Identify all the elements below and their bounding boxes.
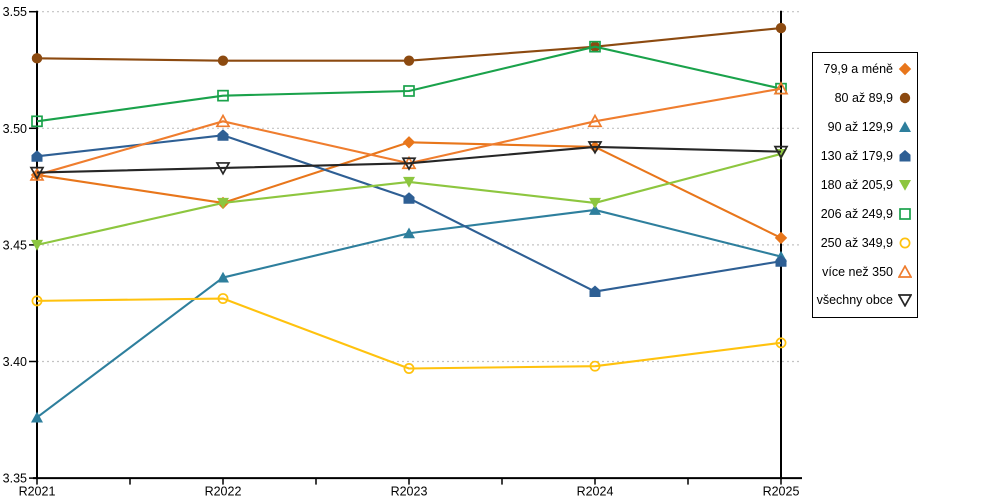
y-tick-label: 3.50 — [3, 122, 27, 136]
legend-marker-triangle-down-icon — [899, 179, 911, 191]
legend: 79,9 a méně 80 až 89,9 90 až 129,9 130 až 1… — [812, 52, 918, 318]
circle-marker-icon — [217, 55, 229, 66]
legend-item: 90 až 129,9 — [813, 113, 917, 141]
legend-label: 79,9 a méně — [823, 62, 894, 77]
legend-marker-circle-icon — [899, 237, 911, 249]
legend-marker-circle-icon — [899, 93, 911, 104]
series-line — [36, 45, 782, 123]
triangle-up-marker-icon — [403, 227, 415, 239]
circle-marker-icon — [589, 360, 601, 372]
legend-label: 130 až 179,9 — [820, 149, 893, 164]
pentagon-marker-icon — [589, 285, 601, 298]
circle-marker-icon — [217, 293, 229, 304]
x-tick-label: R2021 — [19, 485, 56, 499]
series-line — [36, 297, 782, 370]
diamond-marker-icon — [402, 136, 416, 149]
triangle-up-marker-icon — [215, 113, 231, 128]
legend-label: všechny obce — [816, 293, 893, 308]
circle-marker-icon — [31, 53, 43, 64]
triangle-up-marker-icon — [31, 411, 43, 423]
square-marker-icon — [31, 115, 43, 128]
legend-label: 206 až 249,9 — [820, 206, 893, 221]
square-marker-icon — [217, 89, 229, 102]
triangle-down-marker-icon — [217, 197, 229, 209]
legend-marker-diamond-icon — [898, 63, 912, 76]
legend-item: více než 350 — [813, 258, 917, 286]
x-tick-label: R2022 — [205, 485, 242, 499]
triangle-down-marker-icon — [215, 162, 231, 176]
triangle-up-marker-icon — [217, 271, 229, 283]
triangle-down-marker-icon — [401, 157, 417, 171]
legend-label: 80 až 89,9 — [834, 91, 893, 106]
y-tick-label: 3.40 — [3, 355, 27, 369]
triangle-down-marker-icon — [31, 239, 43, 251]
triangle-down-marker-icon — [589, 197, 601, 209]
series-1 — [31, 22, 787, 66]
legend-marker-triangle-down-icon — [898, 294, 912, 308]
circle-marker-icon — [775, 337, 787, 349]
legend-marker-pentagon-icon — [899, 150, 911, 162]
legend-item: všechny obce — [813, 286, 917, 314]
circle-marker-icon — [31, 295, 43, 307]
y-tick-label: 3.55 — [3, 5, 27, 19]
triangle-up-marker-icon — [899, 121, 911, 133]
triangle-up-marker-icon — [898, 264, 912, 278]
y-tick-label: 3.45 — [3, 238, 27, 252]
triangle-up-marker-icon — [589, 204, 601, 215]
pentagon-marker-icon — [31, 150, 43, 162]
pentagon-marker-icon — [217, 129, 229, 141]
circle-marker-icon — [899, 93, 911, 104]
series-3 — [31, 129, 787, 298]
diamond-marker-icon — [774, 231, 788, 245]
triangle-down-marker-icon — [587, 141, 603, 155]
square-marker-icon — [403, 85, 415, 97]
legend-item: 250 až 349,9 — [813, 229, 917, 257]
legend-marker-square-icon — [899, 207, 911, 220]
diamond-marker-icon — [898, 63, 912, 76]
triangle-down-marker-icon — [29, 166, 45, 181]
circle-marker-icon — [403, 55, 415, 66]
square-marker-icon — [589, 40, 601, 53]
series-0 — [30, 136, 788, 245]
pentagon-marker-icon — [403, 192, 415, 204]
triangle-down-marker-icon — [899, 179, 911, 191]
legend-label: více než 350 — [822, 264, 893, 279]
legend-label: 250 až 349,9 — [820, 235, 893, 250]
pentagon-marker-icon — [775, 255, 787, 267]
legend-item: 80 až 89,9 — [813, 84, 917, 112]
square-marker-icon — [899, 207, 911, 220]
series-line — [36, 87, 782, 176]
series-7 — [29, 81, 789, 181]
legend-item: 79,9 a méně — [813, 55, 917, 83]
legend-item: 206 až 249,9 — [813, 200, 917, 228]
triangle-up-marker-icon — [773, 81, 789, 95]
series-2 — [31, 204, 787, 423]
x-tick-label: R2025 — [763, 485, 800, 499]
circle-marker-icon — [403, 363, 415, 374]
legend-item: 130 až 179,9 — [813, 142, 917, 170]
circle-marker-icon — [775, 22, 787, 34]
x-tick-label: R2023 — [391, 485, 428, 499]
triangle-down-marker-icon — [898, 294, 912, 308]
pentagon-marker-icon — [899, 150, 911, 162]
series-line — [36, 208, 782, 419]
y-tick-label: 3.35 — [3, 472, 27, 486]
triangle-down-marker-icon — [403, 176, 415, 188]
series-8 — [29, 141, 789, 181]
legend-item: 180 až 205,9 — [813, 171, 917, 199]
legend-label: 90 až 129,9 — [827, 120, 893, 135]
circle-marker-icon — [899, 237, 911, 249]
series-line — [36, 145, 782, 174]
triangle-down-marker-icon — [773, 145, 789, 160]
legend-label: 180 až 205,9 — [820, 177, 893, 192]
triangle-up-marker-icon — [587, 113, 603, 128]
legend-marker-triangle-up-icon — [899, 121, 911, 133]
series-5 — [31, 40, 787, 128]
x-tick-label: R2024 — [577, 485, 614, 499]
series-6 — [31, 293, 787, 374]
legend-marker-triangle-up-icon — [898, 264, 912, 278]
